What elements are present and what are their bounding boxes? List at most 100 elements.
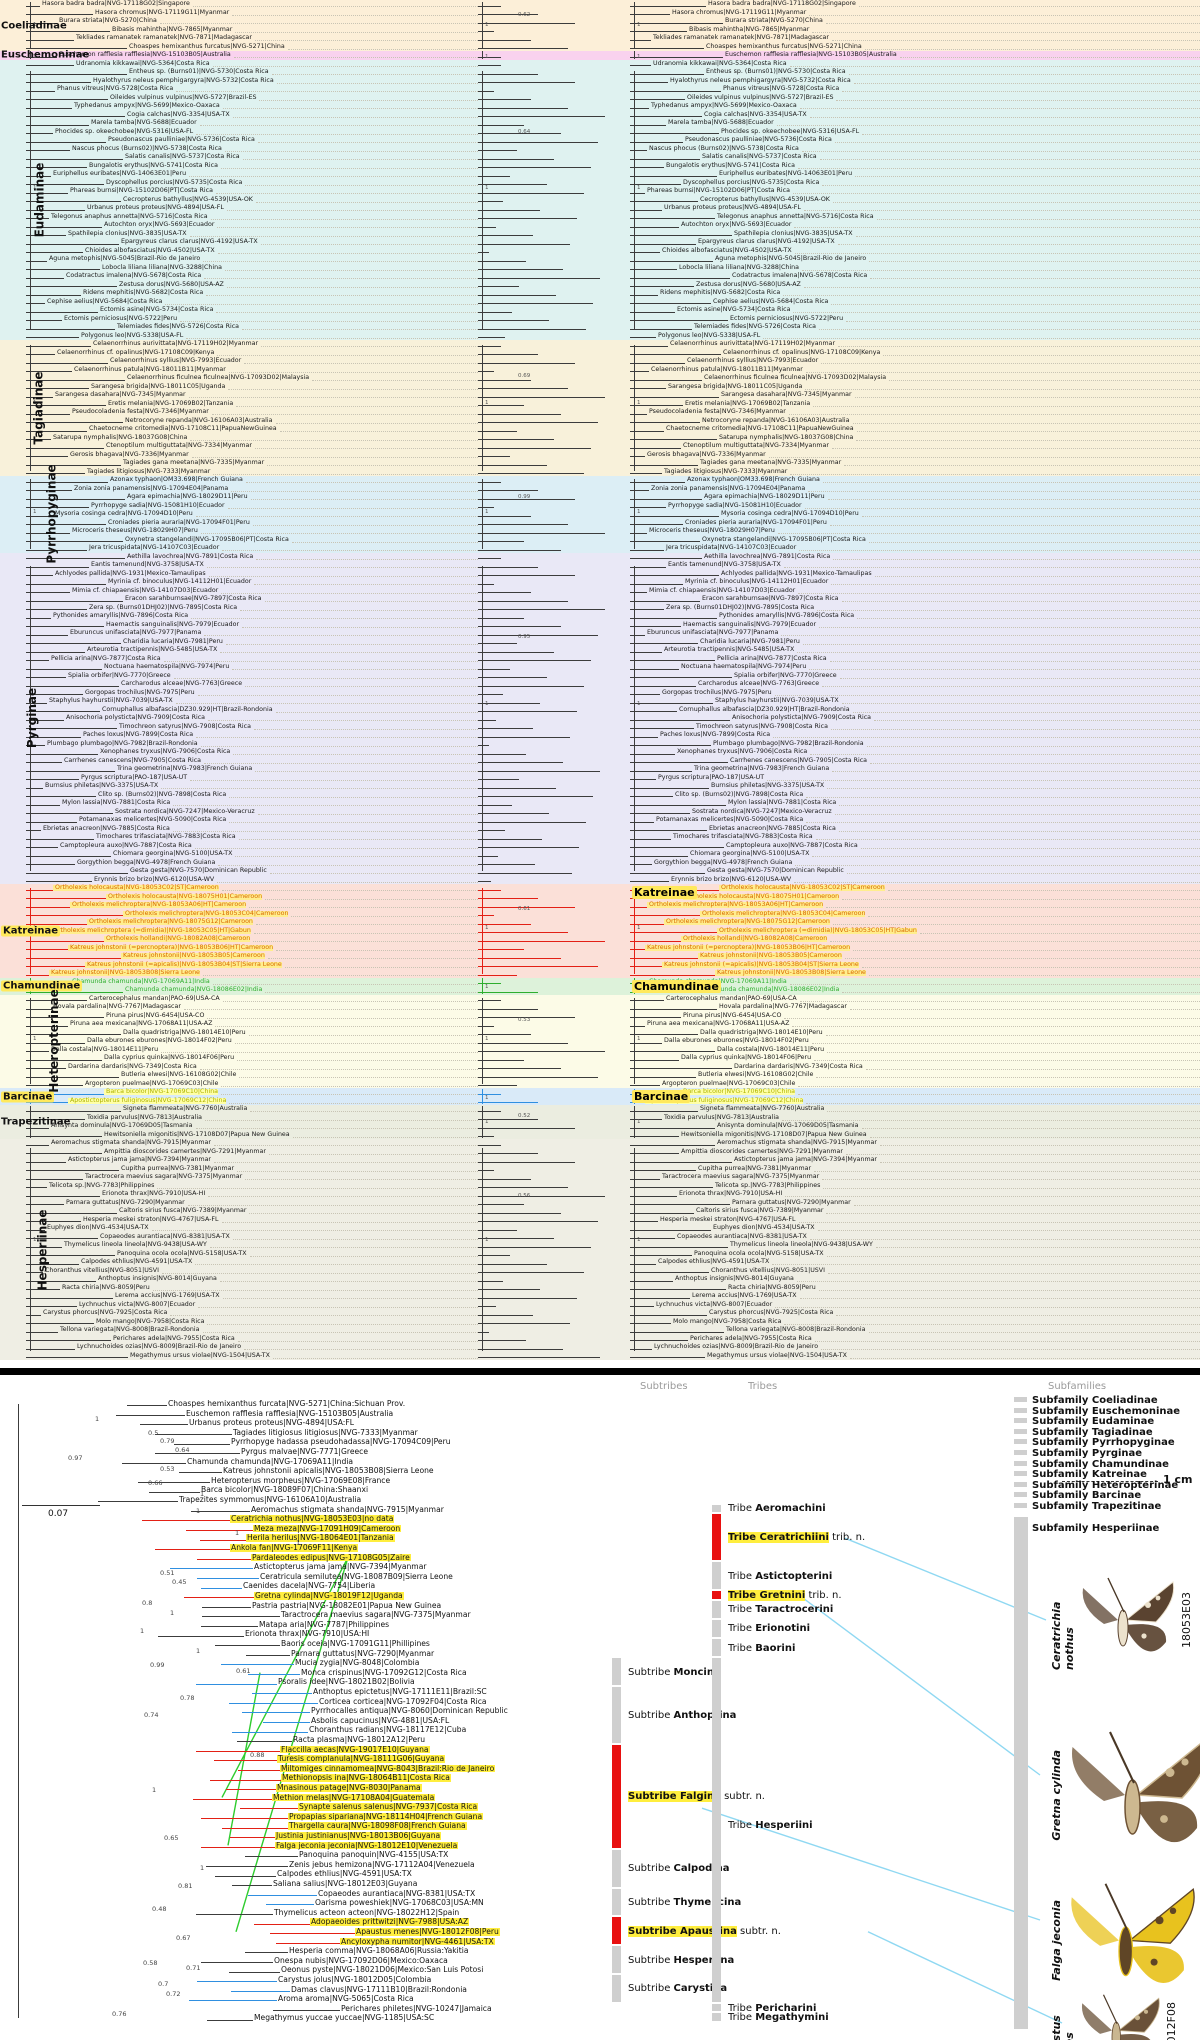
taxon-row: Tagiades litigiosus|NVG-7333|Myanmar [26,468,478,477]
taxon-row: Megathymus ursus violae|NVG-1504|USA-TX [26,1352,478,1361]
taxon-row: Miltomiges cinnamomea|NVG-8043|Brazil:Ri… [238,1764,496,1774]
taxon-row [478,391,630,400]
taxon-row: Staphylus hayhurstii|NVG-7039|USA-TX [26,697,478,706]
taxon-row [478,510,630,519]
subtribe-label-anthoptina: Subtribe Anthoptina [628,1709,737,1721]
taxon-label: Apostictopterus fuliginosus|NVG-17069C12… [645,1096,804,1104]
taxon-row: Pyrrhopyge hadassa pseudohadassa|NVG-170… [174,1437,452,1447]
taxon-label: Tagiades gana meetana|NVG-7335|Myanmar [700,459,842,467]
taxon-label: Piruna pirus|NVG-6454|USA-CO [106,1011,205,1019]
tribe-bar-baorini [712,1639,721,1657]
support-value: 1 [485,53,489,60]
taxon-label: Argopteron puelmae|NVG-17069C03|Chile [85,1079,219,1087]
taxon-row: Dyscophellus porcius|NVG-5735|Costa Rica [630,179,1200,188]
taxon-label: Panoquina panoquin|NVG-4155|USA:TX [299,1850,449,1860]
taxon-label: Ectomis perniciosus|NVG-5722|Peru [730,314,844,322]
taxon-row: Anisynta dominula|NVG-17069D05|Tasmania [26,1122,478,1131]
taxon-label: Xenophanes tryxus|NVG-7906|Costa Rica [100,748,231,756]
taxon-row: Pyrrhopyge sadia|NVG-15081H10|Ecuador [630,502,1200,511]
taxon-label: Pyrrhopyge sadia|NVG-15081H10|Ecuador [91,501,225,509]
taxon-row [478,145,630,154]
taxon-row: Oeonus pyste|NVG-18021D06|Mexico:San Lui… [229,1965,484,1975]
taxon-row: Eantis tamenund|NVG-3758|USA-TX [630,561,1200,570]
taxon-label: Spathilepia clonius|NVG-3835|USA-TX [734,229,853,237]
taxon-label: Aguna metophis|NVG-5045|Brazil-Rio de Ja… [715,255,867,263]
taxon-row: Signeta flammeata|NVG-7760|Australia [630,1105,1200,1114]
taxon-label: Telegonus anaphus annetta|NVG-5716|Costa… [51,212,208,220]
taxon-row [478,1097,630,1106]
subfamily-marker [1014,1492,1027,1498]
taxon-label: Burnsius philetas|NVG-3375|USA-TX [711,782,825,790]
taxon-row [478,1046,630,1055]
subfamily-band-trapezitinae: Trapezitinae Signeta flammeata|NVG-7760|A… [0,1105,1200,1139]
taxon-row: Euphyes dion|NVG-4534|USA-TX [26,1224,478,1233]
taxon-row: Oxynetra stangelandi|NVG-17095B06|PT|Cos… [26,536,478,545]
taxon-label: Apostictopterus fuliginosus|NVG-17069C12… [68,1096,227,1104]
taxon-label: Sarangesa dasahara|NVG-7345|Myanmar [55,391,186,399]
taxon-row: Caltoris sirius fusca|NVG-7389|Myanmar [630,1207,1200,1216]
tribe-bar-gretnini [712,1591,721,1599]
taxon-row: Lychnuchoides ozias|NVG-8009|Brazil-Rio … [26,1343,478,1352]
taxon-label: Urbanus proteus proteus|NVG-4894|USA-FL [664,204,801,212]
taxon-label: Bungalotis erythus|NVG-5741|Costa Rica [666,161,795,169]
subtribe-bar-thymelicina [612,1888,621,1916]
support-value: 1 [235,1529,240,1538]
taxon-row [478,1241,630,1250]
taxon-row [478,451,630,460]
taxon-label: Oxynetra stangelandi|NVG-17095B06|PT|Cos… [702,535,866,543]
taxon-row: Hesperia meskei straton|NVG-4767|USA-FL [630,1216,1200,1225]
taxon-row: Piruna aea mexicana|NVG-17068A11|USA-AZ [630,1020,1200,1029]
subfamily-hesperiinae-bar [1014,1517,1028,2029]
taxon-row: Zera sp. (Burns01DHJ02)|NVG-7895|Costa R… [630,604,1200,613]
taxon-row: Dardarina dardaris|NVG-7349|Costa Rica [630,1063,1200,1072]
taxon-label: Katreus johnstonii (=apicalis)|NVG-18053… [85,960,282,968]
taxon-label: Gesta gesta|NVG-7570|Dominican Republic [707,867,844,875]
taxon-label: Gorgopas trochilus|NVG-7975|Peru [85,688,195,696]
taxon-row: Paches loxus|NVG-7899|Costa Rica [26,731,478,740]
taxon-label: Mucia zygia|NVG-8048|Colombia [295,1658,420,1668]
taxon-row: Katreus johnstonii (=apicalis)|NVG-18053… [26,961,478,970]
taxon-row [478,468,630,477]
taxon-row: Toxidia parvulus|NVG-7813|Australia [630,1114,1200,1123]
taxon-row: Burnsius philetas|NVG-3375|USA-TX [26,782,478,791]
taxon-row [478,162,630,171]
taxon-row: Trapezites symmomus|NVG-16106A10|Austral… [98,1495,362,1505]
taxon-label: Lobocla liliana liliana|NVG-3288|China [679,263,800,271]
taxon-row [478,204,630,213]
taxon-row: Anthoptus epictetus|NVG-17111E11|Brazil:… [252,1687,488,1697]
taxon-row: Tagiades litigiosus litigiosus|NVG-7333|… [155,1428,419,1438]
taxon-label: Charidia lucaria|NVG-7981|Peru [700,637,800,645]
taxon-row: Erionota thrax|NVG-7910|USA-HI [630,1190,1200,1199]
taxon-row [478,578,630,587]
taxon-label: Dalla eburones eburones|NVG-18014F02|Per… [87,1037,232,1045]
subfamily-band-chamundinae: Chamundinae Chamunda chamunda|NVG-17069A1… [0,977,1200,995]
taxon-label: Mysoria cosinga cedra|NVG-17094D10|Peru [55,510,193,518]
taxon-row: Asbolis capucinus|NVG-4881|USA:FL [263,1716,450,1726]
taxon-label: Katreus johnstonii (=percnoptera)|NVG-18… [645,943,851,951]
taxon-row: Parnara guttatus|NVG-7290|Myanmar [246,1649,435,1659]
taxon-row: Agara epimachia|NVG-18029D11|Peru [26,493,478,502]
subfamily-band-pyrrhopyginae: Pyrrhopyginae Azonax typhaon|OM33.698|Fre… [0,465,1200,564]
taxon-row [478,459,630,468]
subtribes-header: Subtribes [640,1381,688,1392]
taxon-label: Marela tamba|NVG-5688|Ecuador [668,119,774,127]
taxon-row: Pyrgus scriptura|PAO-187|USA-UT [630,774,1200,783]
taxon-row [478,901,630,910]
taxon-label: Piruna aea mexicana|NVG-17068A11|USA-AZ [70,1020,213,1028]
taxon-label: Nascus phocus (Burns02)|NVG-5738|Costa R… [72,144,222,152]
subfamily-label-heteropterinae: Heteropterinae [46,989,61,1094]
taxon-label: Ankola fan|NVG-17069F11|Kenya [230,1543,359,1552]
subfamily-band-eudaminae: Eudaminae Udranomia kikkawai|NVG-5364|Cos… [0,59,1200,340]
tribe-bar-megathymini [712,2013,721,2021]
subfamily-list-item-heteropterinae: Subfamily Heteropterinae [1032,1479,1179,1491]
taxon-row [478,1284,630,1293]
subfamily-band-euschemoninae: Euschemoninae Euschemon rafflesia raffles… [0,50,1200,61]
subfamily-label-katreinae: Katreinae [1,925,61,937]
taxon-row: Psoralis idee|NVG-18021B02|Bolivia [196,1677,416,1687]
taxon-row [478,187,630,196]
taxon-row [478,1335,630,1344]
taxon-row: Apostictopterus fuliginosus|NVG-17069C12… [26,1097,478,1106]
taxon-label: Celaenorrhinus syllius|NVG-7993|Ecuador [687,357,819,365]
taxon-row: Hewitsoniella migonitis|NVG-17108D07|Pap… [26,1131,478,1140]
taxon-row [478,782,630,791]
